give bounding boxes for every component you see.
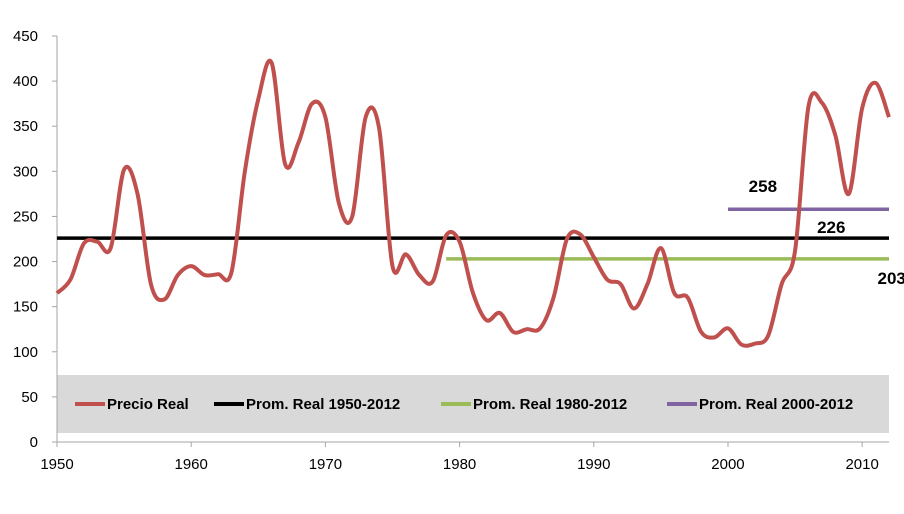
legend-label-prom-real-1980-2012: Prom. Real 1980-2012	[473, 396, 627, 413]
y-tick-label: 300	[13, 163, 38, 180]
legend-label-prom-real-2000-2012: Prom. Real 2000-2012	[699, 396, 853, 413]
y-tick-label: 150	[13, 299, 38, 316]
x-tick-label: 1990	[577, 456, 610, 473]
avg-label-prom-real-1980-2012: 203	[877, 269, 904, 288]
x-tick-label: 1970	[309, 456, 342, 473]
y-tick-label: 350	[13, 118, 38, 135]
x-tick-label: 1960	[175, 456, 208, 473]
x-tick-label: 1950	[40, 456, 73, 473]
y-tick-label: 450	[13, 28, 38, 45]
x-tick-label: 2010	[845, 456, 878, 473]
y-tick-label: 0	[30, 434, 38, 451]
legend-label-prom-real-1950-2012: Prom. Real 1950-2012	[246, 396, 400, 413]
y-tick-label: 400	[13, 73, 38, 90]
avg-label-prom-real-1950-2012: 226	[817, 218, 845, 237]
avg-label-prom-real-2000-2012: 258	[749, 177, 777, 196]
average-labels: 226 203 258	[749, 177, 904, 288]
legend-box	[57, 375, 889, 433]
y-tick-label: 250	[13, 208, 38, 225]
x-axis-ticks: 1950 1960 1970 1980 1990 2000 2010	[40, 442, 879, 473]
x-tick-label: 1980	[443, 456, 476, 473]
legend: Precio Real Prom. Real 1950-2012 Prom. Rea…	[75, 396, 853, 413]
series-line-precio-real	[55, 58, 891, 348]
x-tick-label: 2000	[711, 456, 744, 473]
plot-area: 0 50 100 150 200 250 300 350 400 450 1950 1960 1970…	[13, 28, 904, 473]
y-tick-label: 100	[13, 344, 38, 361]
y-tick-label: 50	[21, 389, 38, 406]
series-layer	[55, 58, 891, 348]
legend-label-precio-real: Precio Real	[107, 396, 189, 413]
y-tick-label: 200	[13, 254, 38, 271]
y-axis-ticks: 0 50 100 150 200 250 300 350 400 450	[13, 28, 57, 451]
